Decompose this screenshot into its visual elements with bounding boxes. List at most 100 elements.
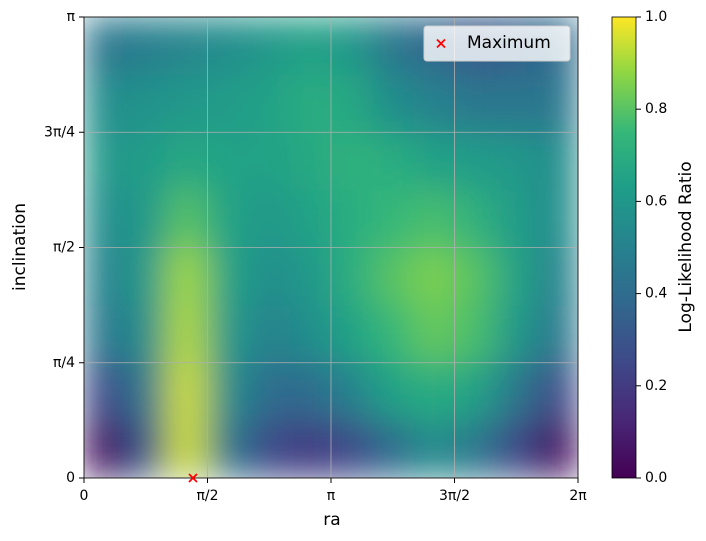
heat-cell [536,247,578,307]
heat-cell [206,189,250,249]
heat-cell [289,419,332,478]
legend-box [423,25,571,62]
heat-cell [166,17,208,75]
heat-cell [289,73,332,133]
heat-cell [330,362,373,421]
heat-cell [166,305,208,364]
heat-cell [84,17,126,75]
heat-cell [84,247,126,307]
heat-cell [84,189,126,249]
heat-cell [124,362,168,421]
x-axis-label: ra [323,510,340,530]
heat-cell [206,247,250,307]
heat-cell [495,247,538,307]
heat-cell [330,305,373,364]
heat-cell [371,17,414,75]
heat-cell [453,305,497,364]
heat-cell [371,419,414,478]
heat-cell [248,131,291,191]
heat-cell [166,131,208,191]
heat-cell [536,131,578,191]
heat-cell [124,17,168,75]
heat-cell [84,419,126,478]
heat-cell [248,247,291,307]
heat-cell [289,17,332,75]
legend-label: Maximum [467,33,551,53]
heat-cell [371,73,414,133]
maximum-marker [188,473,198,483]
heat-cell [330,131,373,191]
heat-cell [330,189,373,249]
heat-cell [124,131,168,191]
heat-cell [289,247,332,307]
heat-cell [536,189,578,249]
heat-cell [248,189,291,249]
heat-cell [289,131,332,191]
heat-cell [84,305,126,364]
heat-cell [206,362,250,421]
colorbar-tick-label: 0.6 [645,193,667,209]
heat-cell [453,189,497,249]
colorbar-tick-label: 0.8 [645,101,667,117]
heat-cell [412,305,455,364]
heat-cell [536,73,578,133]
heat-cell [495,73,538,133]
heat-cell [330,247,373,307]
heat-cell [206,131,250,191]
heat-cell [412,189,455,249]
heat-cell [371,131,414,191]
heat-cell [412,73,455,133]
y-tick-label: π/4 [53,355,75,371]
heat-cell [289,362,332,421]
colorbar-tick-label: 0.0 [645,470,667,486]
x-tick-label: π/2 [196,488,218,504]
heat-cell [412,131,455,191]
heat-cell [124,419,168,478]
marker-stroke [188,473,198,483]
heat-cell [206,419,250,478]
heat-cell [495,419,538,478]
heat-cell [248,305,291,364]
heat-cell [166,419,208,478]
y-axis-label: inclination [10,203,30,291]
heat-cell [289,189,332,249]
heat-cell [412,419,455,478]
y-tick-label: 0 [66,470,75,486]
heat-cell [453,73,497,133]
heat-cell [453,362,497,421]
heat-cell [371,305,414,364]
heat-cell [84,362,126,421]
heat-cell [124,189,168,249]
x-tick-label: 0 [80,488,89,504]
legend-marker [436,38,446,49]
heat-cell [330,419,373,478]
heat-cell [206,73,250,133]
y-tick-label: π [67,9,76,25]
x-tick-label: 2π [569,488,587,504]
heat-cell [371,247,414,307]
colorbar-tick-label: 0.4 [645,286,667,302]
heat-cell [166,362,208,421]
heatmap [84,17,578,478]
heat-cell [495,131,538,191]
heat-cell [495,305,538,364]
x-tick-label: 3π/2 [439,488,470,504]
heat-cell [495,362,538,421]
colorbar-tick-label: 0.2 [645,378,667,394]
heat-cell [206,305,250,364]
heat-cell [453,419,497,478]
colorbar-label: Log-Likelihood Ratio [676,161,696,332]
heat-cell [495,189,538,249]
heat-cell [453,247,497,307]
heat-cell [248,17,291,75]
heat-cell [206,17,250,75]
heat-cell [371,362,414,421]
heat-cell [412,362,455,421]
heat-cell [166,189,208,249]
heat-cell [536,362,578,421]
heat-cell [330,73,373,133]
heat-cell [248,73,291,133]
heat-cell [412,247,455,307]
colorbar-tick-label: 1.0 [645,9,667,25]
